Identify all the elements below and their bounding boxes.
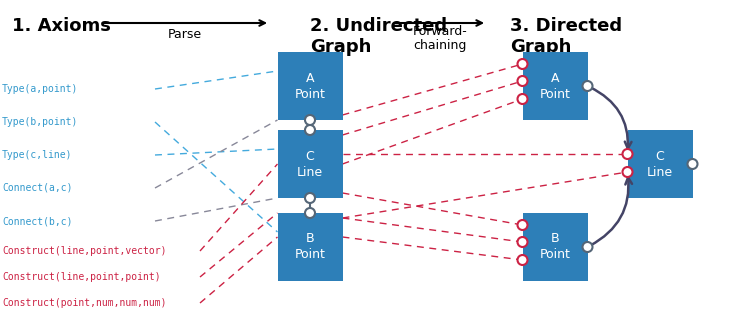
- Circle shape: [518, 237, 528, 247]
- Circle shape: [688, 159, 697, 169]
- Circle shape: [518, 94, 528, 104]
- FancyBboxPatch shape: [523, 213, 588, 281]
- Circle shape: [518, 220, 528, 230]
- Text: Connect(a,c): Connect(a,c): [2, 183, 72, 193]
- FancyBboxPatch shape: [628, 130, 693, 198]
- Circle shape: [305, 193, 315, 203]
- Text: Forward-
chaining: Forward- chaining: [412, 25, 467, 52]
- FancyArrowPatch shape: [590, 178, 632, 246]
- Circle shape: [518, 255, 528, 265]
- Circle shape: [623, 149, 632, 159]
- FancyBboxPatch shape: [277, 52, 342, 120]
- Text: C
Line: C Line: [647, 150, 673, 179]
- FancyBboxPatch shape: [523, 52, 588, 120]
- Circle shape: [305, 208, 315, 218]
- Text: Type(b,point): Type(b,point): [2, 117, 78, 127]
- Text: Parse: Parse: [168, 28, 202, 41]
- Text: Construct(line,point,vector): Construct(line,point,vector): [2, 246, 166, 256]
- Circle shape: [518, 59, 528, 69]
- Text: B
Point: B Point: [295, 233, 326, 262]
- Circle shape: [623, 167, 632, 177]
- Text: Type(a,point): Type(a,point): [2, 84, 78, 94]
- Circle shape: [305, 125, 315, 135]
- Circle shape: [583, 242, 593, 252]
- Text: A
Point: A Point: [295, 71, 326, 100]
- Text: B
Point: B Point: [539, 233, 570, 262]
- Circle shape: [518, 76, 528, 86]
- FancyArrowPatch shape: [590, 87, 631, 148]
- Text: 1. Axioms: 1. Axioms: [12, 17, 111, 35]
- Text: Construct(line,point,point): Construct(line,point,point): [2, 272, 161, 282]
- Text: A
Point: A Point: [539, 71, 570, 100]
- FancyBboxPatch shape: [277, 130, 342, 198]
- Circle shape: [583, 81, 593, 91]
- FancyBboxPatch shape: [277, 213, 342, 281]
- Text: Type(c,line): Type(c,line): [2, 150, 72, 160]
- Text: Connect(b,c): Connect(b,c): [2, 216, 72, 226]
- Text: C
Line: C Line: [297, 150, 323, 179]
- Circle shape: [305, 115, 315, 125]
- Text: Construct(point,num,num,num): Construct(point,num,num,num): [2, 298, 166, 308]
- Text: 2. Undirected
Graph: 2. Undirected Graph: [310, 17, 447, 56]
- Text: 3. Directed
Graph: 3. Directed Graph: [510, 17, 622, 56]
